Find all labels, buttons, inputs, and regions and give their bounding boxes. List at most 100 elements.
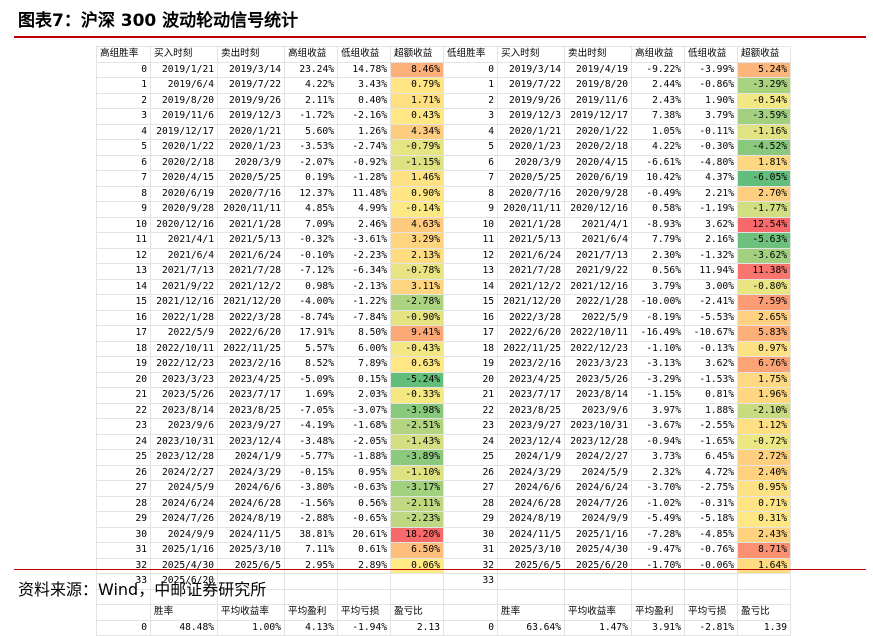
low-group-return: 4.72% bbox=[684, 464, 738, 481]
buy-date: 2022/5/9 bbox=[150, 325, 218, 342]
sell-date: 2025/6/20 bbox=[564, 557, 632, 574]
high-group-return: -10.00% bbox=[631, 294, 685, 311]
sell-date: 2019/9/26 bbox=[217, 92, 285, 109]
row-index: 22 bbox=[96, 402, 151, 419]
sell-date: 2021/7/13 bbox=[564, 247, 632, 264]
high-group-return: -3.29% bbox=[631, 371, 685, 388]
low-group-return: -1.22% bbox=[337, 294, 391, 311]
source-divider bbox=[14, 569, 866, 570]
buy-date: 2021/1/28 bbox=[497, 216, 565, 233]
row-index: 4 bbox=[443, 123, 498, 140]
table-row: 31 2025/1/16 2025/3/10 7.11% 0.61% 6.50% 31 202… bbox=[96, 542, 791, 559]
high-group-return: -3.80% bbox=[284, 480, 338, 497]
buy-date: 2023/12/28 bbox=[150, 449, 218, 466]
high-group-return: -7.28% bbox=[631, 526, 685, 543]
sell-date: 2019/12/3 bbox=[217, 108, 285, 125]
high-group-return: -8.93% bbox=[631, 216, 685, 233]
high-group-return: 7.11% bbox=[284, 542, 338, 559]
row-index: 15 bbox=[443, 294, 498, 311]
row-index: 26 bbox=[443, 464, 498, 481]
row-index: 18 bbox=[443, 340, 498, 357]
low-group-return: 3.00% bbox=[684, 278, 738, 295]
buy-date: 2022/3/28 bbox=[497, 309, 565, 326]
high-group-return: -2.07% bbox=[284, 154, 338, 171]
table-row: 5 2020/1/22 2020/1/23 -3.53% -2.74% -0.79% 5 20… bbox=[96, 139, 791, 156]
sell-date: 2023/3/23 bbox=[564, 356, 632, 373]
row-index: 21 bbox=[96, 387, 151, 404]
sell-date: 2020/2/18 bbox=[564, 139, 632, 156]
excess-return: 1.64% bbox=[737, 557, 791, 574]
low-group-return: -2.74% bbox=[337, 139, 391, 156]
high-group-return: -2.88% bbox=[284, 511, 338, 528]
summary-header bbox=[443, 604, 498, 621]
row-index: 7 bbox=[96, 170, 151, 187]
high-group-return: -9.47% bbox=[631, 542, 685, 559]
profit-loss-ratio: 1.39 bbox=[737, 619, 791, 636]
sell-date: 2023/12/28 bbox=[564, 433, 632, 450]
sell-date: 2023/8/25 bbox=[217, 402, 285, 419]
high-group-return bbox=[284, 573, 338, 590]
row-index: 19 bbox=[96, 356, 151, 373]
column-header: 买入时刻 bbox=[150, 46, 218, 63]
table-row: 2 2019/8/20 2019/9/26 2.11% 0.40% 1.71% 2 2019/… bbox=[96, 92, 791, 109]
high-group-return: -8.19% bbox=[631, 309, 685, 326]
excess-return: 11.38% bbox=[737, 263, 791, 280]
sell-date: 2023/8/14 bbox=[564, 387, 632, 404]
sell-date: 2019/11/6 bbox=[564, 92, 632, 109]
high-group-return: 2.95% bbox=[284, 557, 338, 574]
buy-date: 2021/9/22 bbox=[150, 278, 218, 295]
row-index: 9 bbox=[96, 201, 151, 218]
summary-header: 平均亏损 bbox=[684, 604, 738, 621]
buy-date: 2024/6/28 bbox=[497, 495, 565, 512]
high-group-return: -4.00% bbox=[284, 294, 338, 311]
avg-return: 1.00% bbox=[217, 619, 285, 636]
sell-date: 2019/12/17 bbox=[564, 108, 632, 125]
high-group-return: 4.22% bbox=[631, 139, 685, 156]
sell-date bbox=[564, 573, 632, 590]
low-group-return: 8.50% bbox=[337, 325, 391, 342]
sell-date: 2020/7/16 bbox=[217, 185, 285, 202]
buy-date: 2023/7/17 bbox=[497, 387, 565, 404]
sell-date: 2023/9/6 bbox=[564, 402, 632, 419]
sell-date: 2022/1/28 bbox=[564, 294, 632, 311]
buy-date: 2021/6/24 bbox=[497, 247, 565, 264]
low-group-return: -2.13% bbox=[337, 278, 391, 295]
low-group-return: -0.76% bbox=[684, 542, 738, 559]
high-group-return: 7.38% bbox=[631, 108, 685, 125]
column-header: 低组胜率 bbox=[443, 46, 498, 63]
high-group-return: 17.91% bbox=[284, 325, 338, 342]
high-group-return: 2.44% bbox=[631, 77, 685, 94]
sell-date: 2021/12/2 bbox=[217, 278, 285, 295]
buy-date: 2023/8/14 bbox=[150, 402, 218, 419]
excess-return: 8.46% bbox=[390, 61, 444, 78]
high-group-return: -4.19% bbox=[284, 418, 338, 435]
excess-return: -0.72% bbox=[737, 433, 791, 450]
excess-return: 5.24% bbox=[737, 61, 791, 78]
sell-date: 2019/7/22 bbox=[217, 77, 285, 94]
buy-date: 2019/3/14 bbox=[497, 61, 565, 78]
low-group-return: -1.19% bbox=[684, 201, 738, 218]
high-group-return: -0.10% bbox=[284, 247, 338, 264]
low-group-return: -3.07% bbox=[337, 402, 391, 419]
sell-date: 2022/3/28 bbox=[217, 309, 285, 326]
row-index: 17 bbox=[96, 325, 151, 342]
excess-return: 0.97% bbox=[737, 340, 791, 357]
excess-return bbox=[737, 573, 791, 590]
low-group-return: -4.80% bbox=[684, 154, 738, 171]
table-row: 29 2024/7/26 2024/8/19 -2.88% -0.65% -2.23% 29… bbox=[96, 511, 791, 528]
excess-return: 0.90% bbox=[390, 185, 444, 202]
profit-loss-ratio: 2.13 bbox=[390, 619, 444, 636]
low-group-return: -1.53% bbox=[684, 371, 738, 388]
excess-return: -5.24% bbox=[390, 371, 444, 388]
sell-date: 2024/6/28 bbox=[217, 495, 285, 512]
sell-date: 2024/7/26 bbox=[564, 495, 632, 512]
excess-return: -0.78% bbox=[390, 263, 444, 280]
buy-date: 2020/7/16 bbox=[497, 185, 565, 202]
row-index: 28 bbox=[96, 495, 151, 512]
table-header-row: 高组胜率 买入时刻 卖出时刻 高组收益 低组收益 超额收益 低组胜率 买入时刻 卖出时刻 高组收益… bbox=[96, 46, 791, 63]
buy-date: 2024/5/9 bbox=[150, 480, 218, 497]
column-header: 超额收益 bbox=[390, 46, 444, 63]
sell-date: 2021/12/16 bbox=[564, 278, 632, 295]
row-index: 23 bbox=[443, 418, 498, 435]
low-group-return: -2.23% bbox=[337, 247, 391, 264]
